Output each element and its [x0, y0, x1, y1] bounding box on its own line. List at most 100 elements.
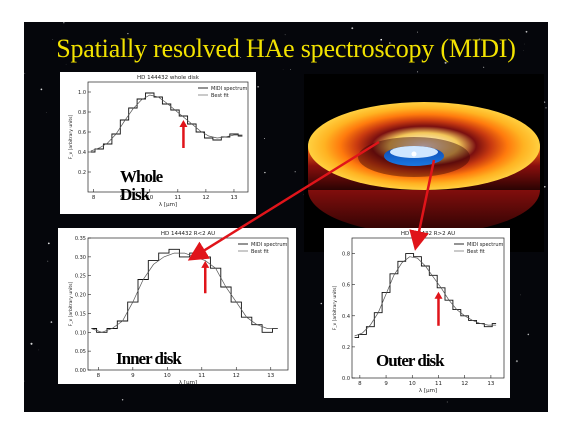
y-tick-label: 0.4 [342, 314, 350, 320]
star [290, 69, 291, 70]
y-tick-label: 0.25 [75, 274, 86, 280]
plot-frame [87, 81, 249, 193]
central-star [411, 151, 417, 157]
plot-title: HD 144432 whole disk [137, 75, 200, 81]
star [47, 242, 50, 245]
x-tick-label: 8 [358, 381, 362, 387]
y-tick-label: 1.0 [78, 90, 86, 96]
star [50, 321, 53, 323]
spectrum-chart-whole-disk: HD 144432 whole disk 8 9 10 11 12 13 0.2 0.4 0.6 0… [68, 75, 249, 208]
overlay-label-disk: Disk [120, 185, 150, 204]
y-axis-label: F_ν [arbitrary units] [68, 115, 74, 160]
x-tick-label: 10 [409, 381, 416, 387]
y-tick-label: 0.6 [78, 130, 86, 136]
y-tick-label: 0.05 [75, 349, 86, 355]
star [525, 30, 528, 33]
star [417, 71, 419, 73]
star [63, 22, 65, 24]
legend-label-midi: MIDI spectrum [467, 242, 503, 248]
y-tick-label: 0.00 [75, 368, 86, 374]
star [240, 57, 242, 59]
y-tick-label: 0.15 [75, 311, 86, 317]
star [524, 43, 525, 45]
spectrum-chart-inner-disk: HD 144432 R<2 AU 8 9 10 11 12 13 0.00 0.05 0.10 0.… [68, 231, 289, 384]
star [483, 66, 485, 68]
x-tick-label: 11 [435, 381, 442, 387]
star [523, 49, 525, 51]
y-axis-label: F_ν [arbitrary units] [332, 286, 338, 331]
star [520, 294, 521, 296]
disk-top-surface [308, 102, 540, 190]
y-tick-label: 0.35 [75, 236, 86, 242]
star [104, 42, 106, 44]
x-tick-label: 12 [202, 195, 209, 201]
star [351, 27, 354, 30]
overlay-label-outer-disk: Outer disk [376, 351, 445, 370]
x-tick-label: 12 [233, 373, 240, 379]
x-tick-label: 8 [97, 373, 101, 379]
legend-label-midi: MIDI spectrum [211, 86, 247, 92]
star [543, 185, 546, 188]
star [499, 42, 501, 44]
y-tick-label: 0.20 [75, 293, 86, 299]
star [446, 401, 448, 403]
star [380, 38, 383, 41]
star [257, 86, 259, 88]
plot-frame [87, 237, 289, 371]
y-tick-label: 0.6 [342, 283, 350, 289]
star [127, 32, 129, 35]
slide: Spatially resolved HAe spectroscopy (MID… [24, 22, 548, 412]
star [543, 101, 546, 103]
star [284, 34, 286, 36]
legend-label-bestfit: Best fit [251, 249, 269, 255]
arrow-to-outer-disk [409, 159, 436, 251]
series-line-best-fit [91, 252, 278, 333]
star [282, 69, 284, 70]
star [112, 52, 114, 53]
star [210, 52, 213, 54]
star [30, 342, 33, 345]
star [45, 112, 47, 113]
star [388, 42, 391, 44]
legend-label-bestfit: Best fit [467, 249, 485, 255]
star [320, 302, 323, 305]
panel-whole-disk: HD 144432 whole disk 8 9 10 11 12 13 0.2 0.4 0.6 0… [60, 72, 256, 214]
star [545, 107, 547, 109]
series-line-best-fit [90, 94, 243, 152]
star [417, 31, 418, 33]
x-tick-label: 11 [198, 373, 205, 379]
y-axis-label: F_ν [arbitrary units] [68, 282, 74, 327]
y-tick-label: 0.10 [75, 330, 86, 336]
y-tick-label: 0.2 [342, 345, 350, 351]
legend-label-bestfit: Best fit [211, 93, 229, 99]
star [65, 63, 67, 65]
y-tick-label: 0.0 [342, 376, 350, 382]
y-tick-label: 0.8 [342, 252, 350, 258]
x-tick-label: 13 [230, 195, 237, 201]
star [24, 72, 26, 74]
overlay-label-whole: Whole [120, 167, 163, 186]
x-tick-label: 13 [267, 373, 274, 379]
x-tick-label: 11 [174, 195, 181, 201]
y-tick-label: 0.8 [78, 110, 86, 116]
feature-arrow-head [179, 120, 188, 127]
x-tick-label: 8 [92, 195, 96, 201]
disk-model-image [304, 74, 544, 252]
star [444, 61, 447, 64]
x-axis-label: λ [μm] [159, 202, 177, 208]
connector-arrows [187, 140, 436, 261]
x-tick-label: 10 [164, 373, 171, 379]
disk-model-render [308, 102, 540, 234]
star [121, 399, 124, 401]
x-tick-label: 9 [384, 381, 388, 387]
star [527, 333, 530, 336]
star [478, 38, 481, 41]
legend-label-midi: MIDI spectrum [251, 242, 287, 248]
star [52, 39, 54, 40]
plot-title: HD 144432 R<2 AU [161, 231, 215, 237]
star [264, 171, 266, 174]
star [47, 260, 49, 262]
x-tick-label: 13 [487, 381, 494, 387]
star [40, 88, 43, 91]
y-tick-label: 0.30 [75, 255, 86, 261]
